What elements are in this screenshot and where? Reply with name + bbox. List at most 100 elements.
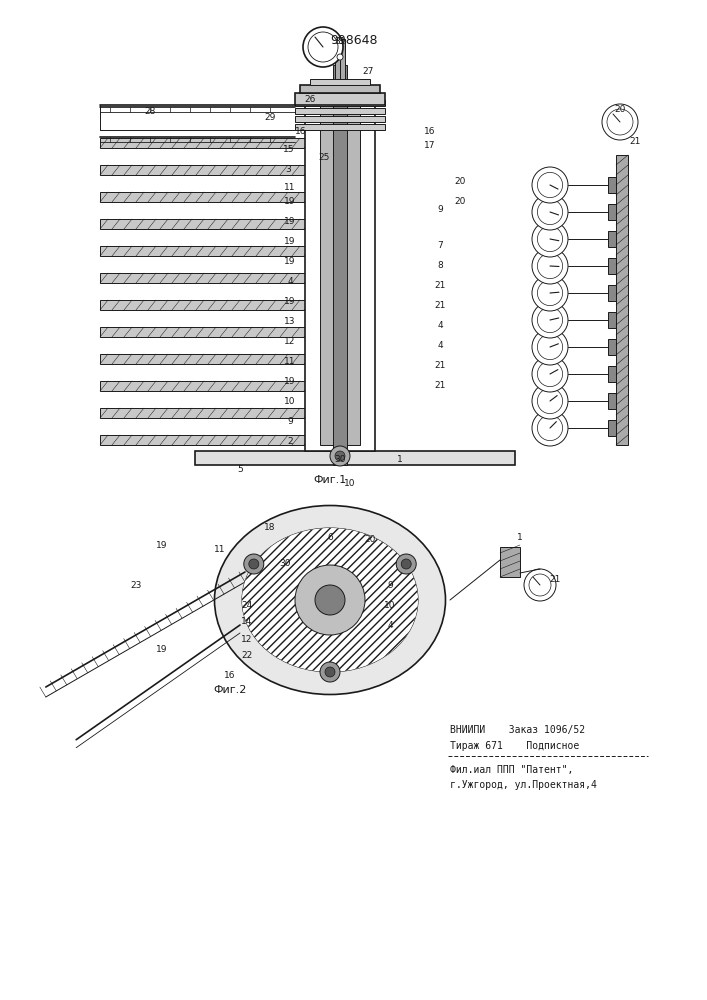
Circle shape (325, 667, 335, 677)
Bar (295, 100, 385, 106)
Text: 8: 8 (437, 260, 443, 269)
Circle shape (537, 280, 563, 306)
Bar (300, 85, 380, 93)
Text: 26: 26 (304, 96, 316, 104)
Text: 4: 4 (387, 620, 393, 630)
Text: 30: 30 (279, 560, 291, 568)
Text: 29: 29 (264, 113, 276, 122)
Text: 9: 9 (287, 418, 293, 426)
Bar (305, 91, 375, 451)
Circle shape (532, 221, 568, 257)
Circle shape (335, 451, 345, 461)
Text: Фил.иал ППП "Патент",: Фил.иал ППП "Патент", (450, 765, 573, 775)
Circle shape (532, 329, 568, 365)
Circle shape (524, 569, 556, 601)
Circle shape (532, 383, 568, 419)
Text: 21: 21 (434, 380, 445, 389)
Bar (616, 155, 628, 445)
Bar (195, 451, 515, 465)
Circle shape (315, 585, 345, 615)
Text: Тираж 671    Подписное: Тираж 671 Подписное (450, 741, 579, 751)
Bar (333, 65, 347, 465)
Text: 13: 13 (284, 318, 296, 326)
Circle shape (532, 410, 568, 446)
Bar (608, 285, 616, 301)
Text: ВНИИПИ    Заказ 1096/52: ВНИИПИ Заказ 1096/52 (450, 725, 585, 735)
Text: 7: 7 (437, 240, 443, 249)
Text: 9: 9 (387, 580, 393, 589)
Text: 19: 19 (284, 237, 296, 246)
Text: 10: 10 (284, 397, 296, 406)
Circle shape (537, 334, 563, 360)
Bar (608, 420, 616, 436)
Text: 3: 3 (285, 165, 291, 174)
Circle shape (303, 27, 343, 67)
Circle shape (537, 361, 563, 387)
Circle shape (295, 565, 365, 635)
Text: 19: 19 (284, 377, 296, 386)
Text: 19: 19 (284, 257, 296, 266)
Text: 21: 21 (434, 300, 445, 310)
Circle shape (537, 226, 563, 252)
Text: 16: 16 (424, 127, 436, 136)
Circle shape (244, 554, 264, 574)
Ellipse shape (242, 528, 418, 672)
Bar (500, 547, 520, 577)
Text: 19: 19 (284, 218, 296, 227)
Circle shape (537, 415, 563, 441)
Text: 12: 12 (241, 635, 252, 644)
Ellipse shape (214, 506, 445, 694)
Circle shape (308, 32, 338, 62)
Text: 24: 24 (241, 600, 252, 609)
Text: 2: 2 (287, 438, 293, 446)
Bar (608, 312, 616, 328)
Bar (100, 219, 325, 229)
Bar (310, 79, 370, 85)
Text: 20: 20 (364, 536, 375, 544)
Text: 17: 17 (424, 140, 436, 149)
Bar (608, 177, 616, 193)
Text: 1: 1 (397, 456, 403, 464)
Text: 10: 10 (384, 600, 396, 609)
Circle shape (249, 559, 259, 569)
Text: 14: 14 (241, 617, 252, 626)
Text: 4: 4 (287, 277, 293, 286)
Circle shape (532, 275, 568, 311)
Circle shape (532, 356, 568, 392)
Bar (100, 354, 325, 364)
Text: 21: 21 (629, 137, 641, 146)
Text: 31: 31 (334, 37, 346, 46)
Bar (608, 366, 616, 382)
Circle shape (320, 662, 340, 682)
Bar (100, 435, 325, 445)
Bar (100, 246, 325, 256)
Text: 998648: 998648 (330, 33, 378, 46)
Text: 16: 16 (334, 600, 346, 609)
Bar (100, 192, 325, 202)
Text: 22: 22 (241, 652, 252, 660)
Text: 9: 9 (437, 206, 443, 215)
Bar (100, 165, 325, 175)
Text: 16: 16 (224, 670, 235, 680)
Text: 19: 19 (156, 646, 168, 654)
Bar (325, 101, 355, 451)
Text: 16: 16 (296, 127, 307, 136)
Bar (608, 393, 616, 409)
Text: 25: 25 (318, 153, 329, 162)
Circle shape (532, 302, 568, 338)
Bar (295, 108, 385, 114)
Text: 15: 15 (284, 144, 295, 153)
Circle shape (607, 109, 633, 135)
Circle shape (602, 104, 638, 140)
Bar (608, 231, 616, 247)
Text: Фиг.2: Фиг.2 (214, 685, 247, 695)
Circle shape (537, 388, 563, 414)
Bar (100, 138, 325, 148)
Circle shape (537, 307, 563, 333)
Bar (608, 204, 616, 220)
Circle shape (537, 172, 563, 198)
Text: 11: 11 (284, 184, 296, 192)
Text: Фиг.1: Фиг.1 (313, 475, 346, 485)
Bar (608, 339, 616, 355)
Text: 6: 6 (327, 534, 333, 542)
